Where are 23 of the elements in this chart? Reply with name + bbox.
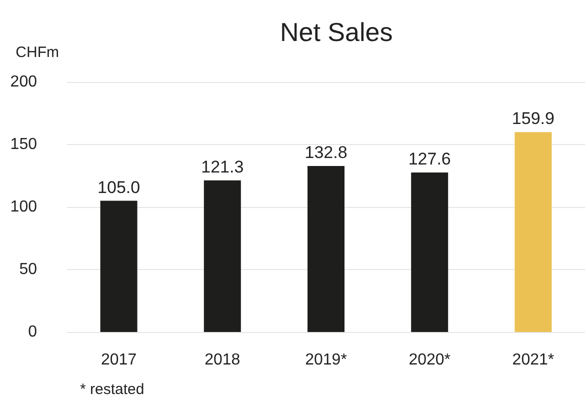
data-label: 132.8 xyxy=(304,143,348,162)
bar xyxy=(411,172,448,332)
y-tick-label: 150 xyxy=(10,136,38,153)
x-tick-label: 2021* xyxy=(512,352,554,368)
bar xyxy=(308,166,344,332)
data-label: 159.9 xyxy=(512,109,554,128)
bar xyxy=(204,180,241,332)
x-tick-label: 2020* xyxy=(408,352,451,368)
y-tick-label: 100 xyxy=(10,198,38,216)
data-label: 127.6 xyxy=(408,150,451,168)
bar xyxy=(514,132,552,332)
x-tick-label: 2018 xyxy=(204,352,240,368)
y-tick-label: 0 xyxy=(28,324,38,340)
text: * restated xyxy=(80,381,144,398)
y-tick-label: 50 xyxy=(19,261,38,278)
data-label: 105.0 xyxy=(98,178,140,197)
x-tick-label: 2017 xyxy=(101,352,137,368)
data-label: 121.3 xyxy=(201,157,244,176)
chart-title: Net Sales xyxy=(280,17,393,47)
bar xyxy=(100,200,138,332)
x-tick-label: 2019* xyxy=(305,352,347,368)
y-tick-label: 200 xyxy=(10,74,38,90)
y-axis-title: CHFm xyxy=(16,44,59,61)
